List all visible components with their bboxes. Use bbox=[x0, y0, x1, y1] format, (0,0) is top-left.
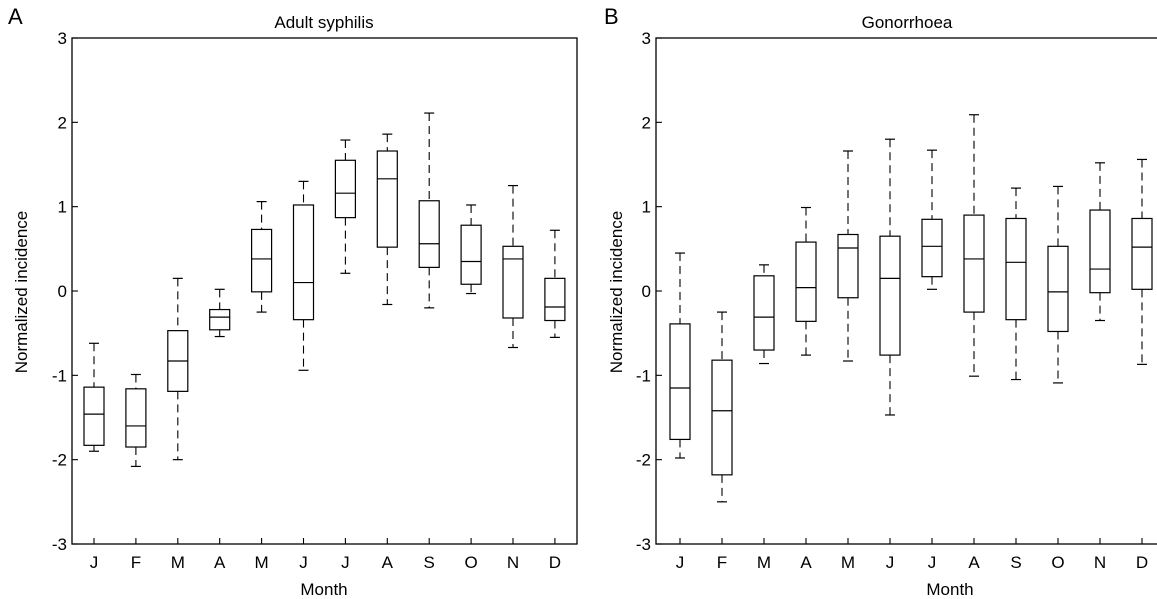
panel-a-x-tick-label: D bbox=[549, 553, 561, 572]
iqr-box bbox=[1089, 209, 1111, 294]
iqr-box bbox=[83, 386, 105, 446]
panel-b-box-4 bbox=[795, 206, 817, 356]
panel-letter-b: B bbox=[604, 4, 619, 29]
panel-b-y-tick-label: 2 bbox=[642, 113, 651, 132]
panel-b-y-tick-label: -3 bbox=[636, 535, 651, 554]
panel-b-x-tick-label: A bbox=[800, 553, 812, 572]
panel-b-y-tick-label: 1 bbox=[642, 198, 651, 217]
panel-b-box-3 bbox=[753, 264, 775, 365]
panel-a-plot-frame bbox=[71, 37, 578, 545]
panel-b-x-tick-label: O bbox=[1051, 553, 1064, 572]
iqr-box bbox=[711, 359, 733, 476]
panel-b-box-11 bbox=[1089, 162, 1111, 322]
iqr-box bbox=[334, 159, 356, 219]
panel-b-box-10 bbox=[1047, 185, 1069, 384]
iqr-box bbox=[460, 224, 482, 285]
panel-b-x-axis-label: Month bbox=[926, 580, 973, 599]
iqr-box bbox=[125, 388, 147, 448]
panel-b-x-tick-label: D bbox=[1136, 553, 1148, 572]
panel-b-box-9 bbox=[1005, 187, 1027, 381]
panel-b-box-12 bbox=[1131, 158, 1153, 365]
panel-a-x-tick-label: A bbox=[214, 553, 226, 572]
panel-a-y-tick-label: 3 bbox=[58, 29, 67, 48]
panel-a-box-10 bbox=[460, 204, 482, 295]
iqr-box bbox=[544, 277, 566, 322]
iqr-box bbox=[1005, 217, 1027, 321]
panel-b-title: Gonorrhoea bbox=[862, 13, 953, 32]
panel-a-x-tick-label: N bbox=[507, 553, 519, 572]
panel-b-y-tick-label: -1 bbox=[636, 366, 651, 385]
panel-letter-a: A bbox=[8, 4, 23, 29]
iqr-box bbox=[1047, 245, 1069, 333]
panel-a-y-tick-label: 2 bbox=[58, 113, 67, 132]
panel-a-x-tick-label: A bbox=[382, 553, 394, 572]
iqr-box bbox=[669, 323, 691, 441]
panel-b-y-tick-label: 3 bbox=[642, 29, 651, 48]
iqr-box bbox=[837, 233, 859, 299]
panel-b-box-8 bbox=[963, 114, 985, 377]
panel-a-box-7 bbox=[334, 139, 356, 274]
panel-b-x-tick-label: S bbox=[1010, 553, 1021, 572]
iqr-box bbox=[1131, 217, 1153, 290]
iqr-box bbox=[753, 275, 775, 351]
panel-b-x-tick-label: A bbox=[968, 553, 980, 572]
panel-a-x-tick-label: M bbox=[255, 553, 269, 572]
panel-b-y-tick-label: -2 bbox=[636, 451, 651, 470]
panel-a: A Adult syphilis Normalized incidence Mo… bbox=[8, 4, 578, 599]
panel-b-box-6 bbox=[879, 138, 901, 416]
panel-b-y-tick-label: 0 bbox=[642, 282, 651, 301]
panel-a-x-tick-label: O bbox=[464, 553, 477, 572]
iqr-box bbox=[376, 150, 398, 248]
panel-a-box-9 bbox=[418, 112, 440, 309]
iqr-box bbox=[879, 235, 901, 356]
iqr-box bbox=[418, 200, 440, 268]
panel-a-y-axis-label: Normalized incidence bbox=[12, 211, 31, 374]
panel-a-y-tick-label: -3 bbox=[52, 535, 67, 554]
panel-a-box-1 bbox=[83, 342, 105, 452]
panel-a-box-11 bbox=[502, 184, 524, 349]
panel-a-x-tick-label: J bbox=[90, 553, 99, 572]
panel-a-box-6 bbox=[292, 180, 315, 371]
panel-b-box-7 bbox=[921, 149, 943, 290]
panel-b-x-tick-label: N bbox=[1094, 553, 1106, 572]
panel-b-x-tick-label: J bbox=[886, 553, 895, 572]
panel-a-y-tick-label: -1 bbox=[52, 366, 67, 385]
panel-a-title: Adult syphilis bbox=[274, 13, 373, 32]
panel-b-box-1 bbox=[669, 252, 691, 459]
panel-a-x-tick-label: S bbox=[424, 553, 435, 572]
panel-b-x-tick-label: M bbox=[757, 553, 771, 572]
panel-b-y-axis-label: Normalized incidence bbox=[607, 211, 626, 374]
panel-a-y-tick-label: -2 bbox=[52, 451, 67, 470]
panel-b-box-2 bbox=[711, 311, 733, 503]
panel-b: B Gonorrhoea Normalized incidence Month … bbox=[604, 4, 1157, 599]
iqr-box bbox=[921, 218, 943, 278]
panel-b-x-tick-label: J bbox=[676, 553, 685, 572]
iqr-box bbox=[209, 308, 231, 331]
panel-a-x-tick-label: J bbox=[341, 553, 350, 572]
panel-a-box-12 bbox=[544, 229, 566, 338]
panel-a-x-axis-label: Month bbox=[300, 580, 347, 599]
panel-a-x-tick-label: J bbox=[299, 553, 308, 572]
panel-b-box-5 bbox=[837, 150, 859, 362]
iqr-box bbox=[251, 228, 273, 293]
panel-a-box-4 bbox=[209, 288, 231, 338]
panel-a-x-tick-label: M bbox=[171, 553, 185, 572]
iqr-box bbox=[795, 241, 817, 322]
panel-a-box-2 bbox=[125, 373, 147, 468]
panel-b-x-tick-label: F bbox=[717, 553, 727, 572]
panel-b-x-tick-label: J bbox=[928, 553, 937, 572]
panel-a-y-tick-label: 1 bbox=[58, 198, 67, 217]
panel-a-box-8 bbox=[376, 133, 398, 306]
panel-a-box-5 bbox=[251, 201, 273, 313]
iqr-box bbox=[292, 204, 315, 321]
panel-a-box-3 bbox=[167, 277, 189, 461]
panel-a-y-tick-label: 0 bbox=[58, 282, 67, 301]
iqr-box bbox=[963, 214, 985, 313]
iqr-box bbox=[502, 245, 524, 319]
panel-a-x-tick-label: F bbox=[131, 553, 141, 572]
panel-b-x-tick-label: M bbox=[841, 553, 855, 572]
